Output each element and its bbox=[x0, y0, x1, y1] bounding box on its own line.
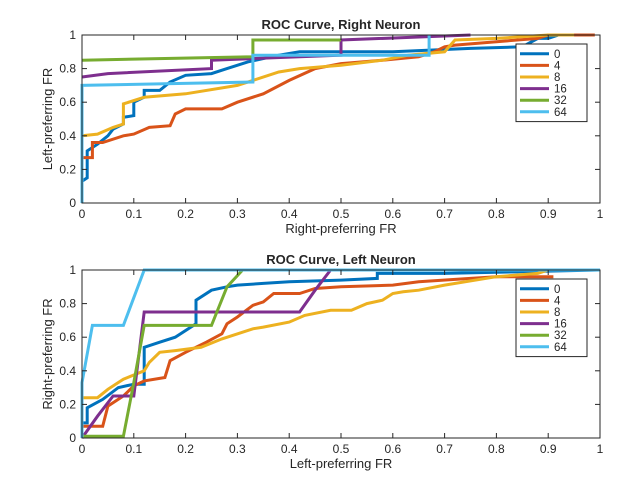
legend-box bbox=[515, 43, 588, 123]
legend-label-8: 8 bbox=[554, 307, 560, 319]
x-tick-label: 0.3 bbox=[229, 442, 246, 456]
series-line-8 bbox=[81, 33, 575, 138]
x-tick-label: 1 bbox=[597, 442, 604, 456]
y-tick-label: 0.4 bbox=[59, 129, 76, 143]
y-tick-label: 0.8 bbox=[59, 297, 76, 311]
x-tick-label: 0.4 bbox=[281, 442, 298, 456]
x-tick-label: 0 bbox=[79, 442, 86, 456]
legend-label-4: 4 bbox=[554, 60, 561, 72]
x-tick-label: 0.6 bbox=[384, 207, 401, 221]
x-tick-label: 0.1 bbox=[125, 442, 142, 456]
legend-box bbox=[515, 278, 588, 358]
legend-label-16: 16 bbox=[554, 319, 567, 331]
legend-label-0: 0 bbox=[554, 49, 560, 61]
y-tick-label: 0.6 bbox=[59, 330, 76, 344]
series-line-32 bbox=[82, 268, 244, 438]
x-axis-label: Left-preferring FR bbox=[290, 456, 393, 471]
legend-label-64: 64 bbox=[554, 107, 567, 119]
x-tick-label: 0.5 bbox=[333, 207, 350, 221]
chart-title: ROC Curve, Right Neuron bbox=[262, 17, 421, 32]
x-tick-label: 0.6 bbox=[384, 442, 401, 456]
x-tick-label: 0.4 bbox=[281, 207, 298, 221]
y-tick-label: 1 bbox=[69, 28, 76, 42]
y-tick-label: 0.6 bbox=[59, 95, 76, 109]
legend-label-64: 64 bbox=[554, 342, 567, 354]
y-tick-label: 0.4 bbox=[59, 364, 76, 378]
y-tick-label: 0.2 bbox=[59, 397, 76, 411]
chart-title: ROC Curve, Left Neuron bbox=[266, 252, 416, 267]
series-line-4 bbox=[82, 33, 595, 160]
y-tick-label: 0 bbox=[69, 196, 76, 210]
x-tick-label: 0.2 bbox=[177, 442, 194, 456]
series-line-32 bbox=[81, 38, 341, 62]
y-axis-label: Left-preferring FR bbox=[40, 68, 55, 171]
chart-0: 0 0.1 0.2 0.3 0.4 0.5 0.6 0.7 0.8 0.9 1 0 0.2 0.4 0.6 0… bbox=[40, 17, 604, 236]
x-tick-label: 0 bbox=[79, 207, 86, 221]
y-tick-label: 0.2 bbox=[59, 162, 76, 176]
x-tick-label: 0.3 bbox=[229, 207, 246, 221]
x-tick-label: 0.1 bbox=[125, 207, 142, 221]
x-tick-label: 0.5 bbox=[333, 442, 350, 456]
legend-label-4: 4 bbox=[554, 295, 561, 307]
legend-label-16: 16 bbox=[554, 84, 567, 96]
chart-1: 0 0.1 0.2 0.3 0.4 0.5 0.6 0.7 0.8 0.9 1 0 0.2 0.4 0.6 0… bbox=[40, 252, 604, 471]
legend-label-0: 0 bbox=[554, 284, 560, 296]
x-tick-label: 0.7 bbox=[436, 207, 453, 221]
x-axis-label: Right-preferring FR bbox=[285, 221, 396, 236]
y-tick-label: 0 bbox=[69, 431, 76, 445]
legend-label-8: 8 bbox=[554, 72, 560, 84]
x-tick-label: 0.8 bbox=[488, 207, 505, 221]
legend-label-32: 32 bbox=[554, 330, 567, 342]
y-tick-label: 1 bbox=[69, 263, 76, 277]
y-axis-label: Right-preferring FR bbox=[40, 298, 55, 409]
x-tick-label: 0.8 bbox=[488, 442, 505, 456]
x-tick-label: 0.9 bbox=[540, 442, 557, 456]
y-tick-label: 0.8 bbox=[59, 62, 76, 76]
x-tick-label: 0.2 bbox=[177, 207, 194, 221]
legend-label-32: 32 bbox=[554, 95, 567, 107]
x-tick-label: 0.9 bbox=[540, 207, 557, 221]
plot-area bbox=[82, 270, 600, 438]
x-tick-label: 1 bbox=[597, 207, 604, 221]
series-line-8 bbox=[82, 268, 600, 400]
x-tick-label: 0.7 bbox=[436, 442, 453, 456]
